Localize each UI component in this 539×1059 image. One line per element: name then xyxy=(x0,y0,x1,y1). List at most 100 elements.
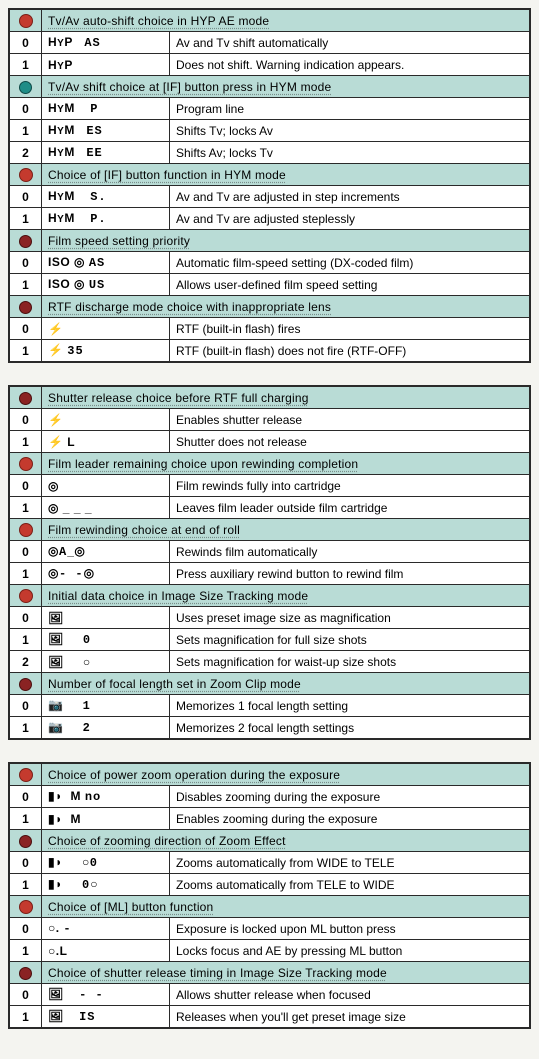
option-description: Releases when you'll get preset image si… xyxy=(170,1006,530,1028)
section-marker xyxy=(10,962,42,984)
settings-block: Choice of power zoom operation during th… xyxy=(8,762,531,1029)
marker-dot-icon xyxy=(19,678,32,691)
section-title: Initial data choice in Image Size Tracki… xyxy=(42,585,530,607)
option-index: 1 xyxy=(10,563,42,585)
option-row: 0HYM PProgram line xyxy=(10,98,530,120)
section-title: Tv/Av shift choice at [IF] button press … xyxy=(42,76,530,98)
option-symbol: HYM ES xyxy=(42,120,170,142)
option-row: 1🖼 0Sets magnification for full size sho… xyxy=(10,629,530,651)
option-symbol: HYM P xyxy=(42,98,170,120)
section-marker xyxy=(10,230,42,252)
option-symbol: ▮◗ 0○ xyxy=(42,874,170,896)
option-description: Enables zooming during the exposure xyxy=(170,808,530,830)
settings-block: Shutter release choice before RTF full c… xyxy=(8,385,531,740)
option-index: 0 xyxy=(10,786,42,808)
option-symbol: ▮◗ ○0 xyxy=(42,852,170,874)
section-header-row: Choice of shutter release timing in Imag… xyxy=(10,962,530,984)
option-symbol: HYM S. xyxy=(42,186,170,208)
option-symbol: 🖼 ○ xyxy=(42,651,170,673)
option-description: Disables zooming during the exposure xyxy=(170,786,530,808)
option-row: 0▮◗ M noDisables zooming during the expo… xyxy=(10,786,530,808)
option-symbol: ISO ◎ AS xyxy=(42,252,170,274)
section-header-row: Film speed setting priority xyxy=(10,230,530,252)
option-row: 1▮◗ 0○Zooms automatically from TELE to W… xyxy=(10,874,530,896)
option-index: 1 xyxy=(10,1006,42,1028)
option-row: 1▮◗ MEnables zooming during the exposure xyxy=(10,808,530,830)
option-row: 1⚡ LShutter does not release xyxy=(10,431,530,453)
option-description: Does not shift. Warning indication appea… xyxy=(170,54,530,76)
section-marker xyxy=(10,10,42,32)
section-header-row: Film rewinding choice at end of roll xyxy=(10,519,530,541)
option-index: 1 xyxy=(10,431,42,453)
option-description: RTF (built-in flash) does not fire (RTF-… xyxy=(170,340,530,362)
option-description: Enables shutter release xyxy=(170,409,530,431)
section-marker xyxy=(10,830,42,852)
option-row: 2🖼 ○Sets magnification for waist-up size… xyxy=(10,651,530,673)
option-description: Sets magnification for full size shots xyxy=(170,629,530,651)
option-index: 0 xyxy=(10,984,42,1006)
option-description: Program line xyxy=(170,98,530,120)
option-index: 1 xyxy=(10,940,42,962)
option-symbol: HYP AS xyxy=(42,32,170,54)
marker-dot-icon xyxy=(19,589,33,603)
settings-table: Shutter release choice before RTF full c… xyxy=(9,386,530,739)
marker-dot-icon xyxy=(19,768,33,782)
option-description: Zooms automatically from TELE to WIDE xyxy=(170,874,530,896)
option-index: 2 xyxy=(10,651,42,673)
option-row: 0○. -Exposure is locked upon ML button p… xyxy=(10,918,530,940)
section-marker xyxy=(10,387,42,409)
section-title: Choice of shutter release timing in Imag… xyxy=(42,962,530,984)
option-description: Av and Tv are adjusted in step increment… xyxy=(170,186,530,208)
marker-dot-icon xyxy=(19,81,32,94)
option-row: 0◎Film rewinds fully into cartridge xyxy=(10,475,530,497)
section-title: Choice of zooming direction of Zoom Effe… xyxy=(42,830,530,852)
option-index: 0 xyxy=(10,541,42,563)
option-index: 1 xyxy=(10,208,42,230)
option-symbol: ⚡ 35 xyxy=(42,340,170,362)
section-header-row: Tv/Av auto-shift choice in HYP AE mode xyxy=(10,10,530,32)
section-title: Film leader remaining choice upon rewind… xyxy=(42,453,530,475)
option-symbol: 🖼 xyxy=(42,607,170,629)
option-index: 0 xyxy=(10,918,42,940)
option-symbol: ⚡ xyxy=(42,318,170,340)
marker-dot-icon xyxy=(19,235,32,248)
option-index: 0 xyxy=(10,252,42,274)
section-header-row: Number of focal length set in Zoom Clip … xyxy=(10,673,530,695)
option-symbol: ▮◗ M no xyxy=(42,786,170,808)
option-index: 1 xyxy=(10,808,42,830)
option-description: Allows shutter release when focused xyxy=(170,984,530,1006)
option-row: 1◎ _ _ _Leaves film leader outside film … xyxy=(10,497,530,519)
option-description: Allows user-defined film speed setting xyxy=(170,274,530,296)
option-row: 1🖼 ISReleases when you'll get preset ima… xyxy=(10,1006,530,1028)
section-header-row: Tv/Av shift choice at [IF] button press … xyxy=(10,76,530,98)
option-index: 1 xyxy=(10,340,42,362)
section-title: Tv/Av auto-shift choice in HYP AE mode xyxy=(42,10,530,32)
option-row: 0⚡RTF (built-in flash) fires xyxy=(10,318,530,340)
marker-dot-icon xyxy=(19,900,33,914)
option-row: 1○.LLocks focus and AE by pressing ML bu… xyxy=(10,940,530,962)
marker-dot-icon xyxy=(19,967,32,980)
option-symbol: 🖼 - - xyxy=(42,984,170,1006)
marker-dot-icon xyxy=(19,457,33,471)
settings-table: Choice of power zoom operation during th… xyxy=(9,763,530,1028)
option-row: 1📷 2Memorizes 2 focal length settings xyxy=(10,717,530,739)
option-symbol: HYP xyxy=(42,54,170,76)
option-symbol: 🖼 0 xyxy=(42,629,170,651)
option-index: 2 xyxy=(10,142,42,164)
option-index: 1 xyxy=(10,120,42,142)
option-row: 0HYM S.Av and Tv are adjusted in step in… xyxy=(10,186,530,208)
option-description: Av and Tv are adjusted steplessly xyxy=(170,208,530,230)
section-marker xyxy=(10,764,42,786)
option-symbol: HYM EE xyxy=(42,142,170,164)
option-symbol: ⚡ xyxy=(42,409,170,431)
section-marker xyxy=(10,519,42,541)
option-index: 0 xyxy=(10,32,42,54)
option-description: Rewinds film automatically xyxy=(170,541,530,563)
option-row: 0📷 1Memorizes 1 focal length setting xyxy=(10,695,530,717)
section-marker xyxy=(10,76,42,98)
option-description: RTF (built-in flash) fires xyxy=(170,318,530,340)
section-marker xyxy=(10,673,42,695)
marker-dot-icon xyxy=(19,835,32,848)
option-index: 1 xyxy=(10,54,42,76)
settings-table: Tv/Av auto-shift choice in HYP AE mode0H… xyxy=(9,9,530,362)
